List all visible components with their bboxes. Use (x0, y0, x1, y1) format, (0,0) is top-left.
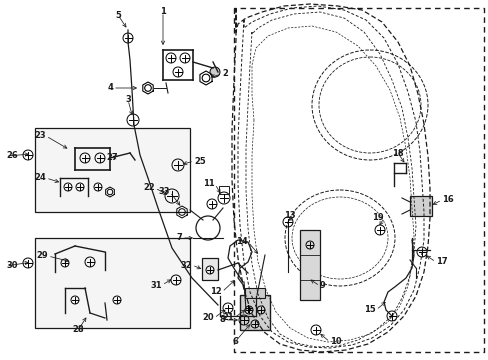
Text: 4: 4 (107, 84, 113, 93)
Text: 32: 32 (180, 261, 192, 270)
Bar (299, 230, 319, 300)
Text: 14: 14 (236, 238, 247, 247)
Text: 2: 2 (222, 69, 227, 78)
Text: 5: 5 (115, 10, 121, 19)
Text: 20: 20 (202, 314, 214, 323)
Text: 16: 16 (441, 195, 453, 204)
Bar (35, 128, 190, 212)
Text: 28: 28 (72, 325, 83, 334)
Text: 21: 21 (222, 314, 234, 323)
Bar (244, 288, 264, 298)
Text: 27: 27 (106, 153, 118, 162)
Text: 31: 31 (150, 280, 162, 289)
Text: 11: 11 (203, 180, 215, 189)
Bar (35, 238, 190, 328)
Text: 19: 19 (372, 213, 383, 222)
Circle shape (209, 67, 220, 77)
Text: 1: 1 (160, 8, 165, 17)
Bar (409, 196, 431, 216)
Text: 12: 12 (210, 288, 222, 297)
Text: 9: 9 (319, 282, 325, 291)
Bar (202, 258, 218, 280)
Text: 25: 25 (194, 157, 205, 166)
Text: 30: 30 (6, 261, 18, 270)
Text: 8: 8 (219, 315, 224, 324)
Text: 18: 18 (391, 148, 403, 158)
Text: 13: 13 (284, 211, 295, 220)
Text: 15: 15 (364, 306, 375, 315)
Text: 10: 10 (329, 338, 341, 346)
Bar (219, 186, 228, 194)
Bar (240, 295, 269, 330)
Text: 33: 33 (158, 188, 170, 197)
Text: 7: 7 (176, 234, 182, 243)
Text: 29: 29 (36, 252, 48, 261)
Text: 23: 23 (34, 131, 46, 140)
Text: 26: 26 (6, 152, 18, 161)
Text: 3: 3 (125, 95, 131, 104)
Text: 17: 17 (435, 257, 447, 266)
Text: 22: 22 (143, 184, 155, 193)
Text: 6: 6 (232, 338, 238, 346)
Text: 24: 24 (34, 174, 46, 183)
